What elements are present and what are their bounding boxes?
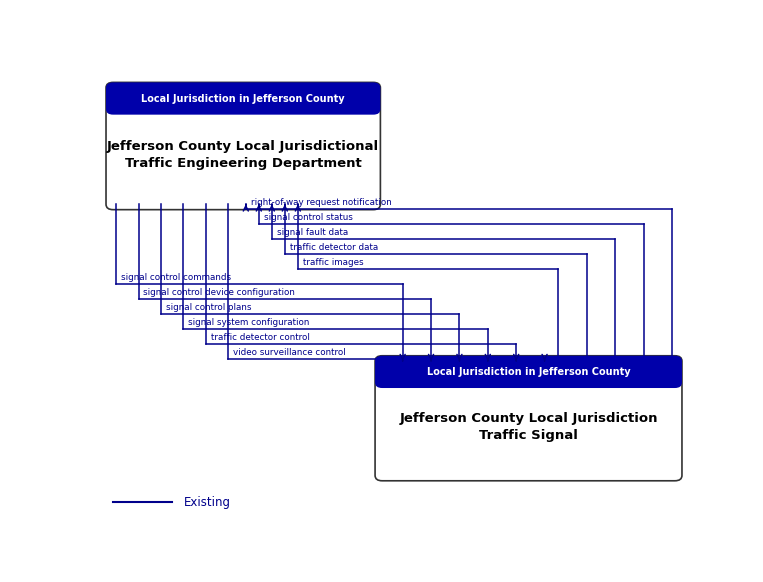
FancyBboxPatch shape <box>106 83 381 210</box>
Text: Existing: Existing <box>184 496 231 509</box>
Text: video surveillance control: video surveillance control <box>233 347 346 357</box>
Bar <box>113 97 373 109</box>
Text: Local Jurisdiction in Jefferson County: Local Jurisdiction in Jefferson County <box>141 94 345 104</box>
Text: signal control device configuration: signal control device configuration <box>143 288 295 297</box>
Text: traffic detector control: traffic detector control <box>211 333 310 342</box>
Text: signal control commands: signal control commands <box>121 272 231 282</box>
Text: Local Jurisdiction in Jefferson County: Local Jurisdiction in Jefferson County <box>427 367 630 377</box>
Text: Jefferson County Local Jurisdictional
Traffic Engineering Department: Jefferson County Local Jurisdictional Tr… <box>107 140 379 170</box>
Text: signal control status: signal control status <box>263 212 353 222</box>
FancyBboxPatch shape <box>375 356 682 388</box>
FancyBboxPatch shape <box>106 83 381 115</box>
Text: signal system configuration: signal system configuration <box>188 318 310 327</box>
Text: traffic images: traffic images <box>303 258 363 267</box>
Bar <box>382 371 674 382</box>
Text: Jefferson County Local Jurisdiction
Traffic Signal: Jefferson County Local Jurisdiction Traf… <box>399 412 658 442</box>
Text: right-of-way request notification: right-of-way request notification <box>250 197 391 207</box>
Text: signal control plans: signal control plans <box>166 303 251 311</box>
FancyBboxPatch shape <box>375 356 682 481</box>
Text: traffic detector data: traffic detector data <box>290 243 378 251</box>
Text: signal fault data: signal fault data <box>276 228 348 236</box>
